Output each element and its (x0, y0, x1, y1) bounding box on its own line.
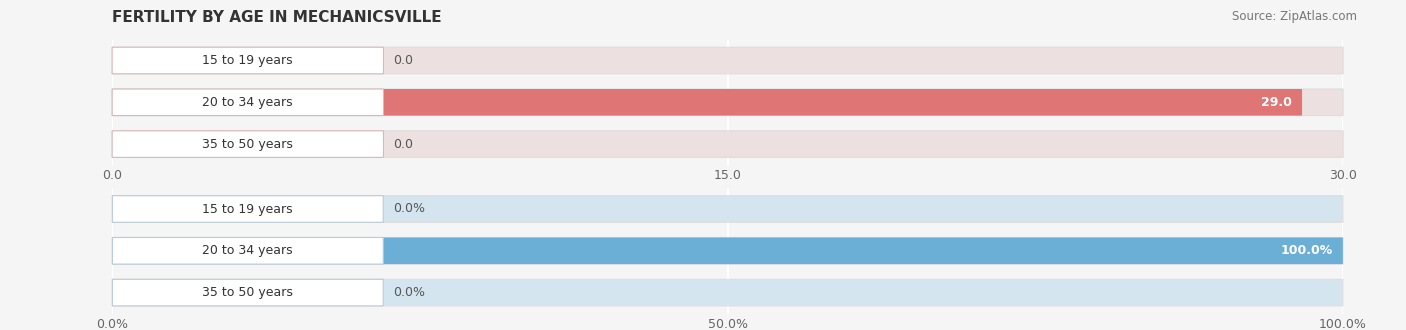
FancyBboxPatch shape (112, 89, 1343, 116)
FancyBboxPatch shape (112, 89, 384, 116)
FancyBboxPatch shape (112, 238, 384, 264)
Text: 0.0: 0.0 (394, 54, 413, 67)
Text: 29.0: 29.0 (1261, 96, 1292, 109)
FancyBboxPatch shape (112, 131, 384, 157)
Text: 15 to 19 years: 15 to 19 years (202, 203, 292, 215)
FancyBboxPatch shape (112, 238, 1343, 264)
Text: 20 to 34 years: 20 to 34 years (202, 244, 292, 257)
Text: 0.0%: 0.0% (394, 286, 425, 299)
FancyBboxPatch shape (112, 131, 1343, 157)
Text: 0.0: 0.0 (394, 138, 413, 150)
Text: 35 to 50 years: 35 to 50 years (202, 286, 294, 299)
FancyBboxPatch shape (112, 89, 1302, 116)
FancyBboxPatch shape (112, 238, 1343, 264)
FancyBboxPatch shape (112, 279, 384, 306)
Text: FERTILITY BY AGE IN MECHANICSVILLE: FERTILITY BY AGE IN MECHANICSVILLE (112, 10, 441, 25)
FancyBboxPatch shape (112, 196, 1343, 222)
FancyBboxPatch shape (112, 279, 1343, 306)
Text: 20 to 34 years: 20 to 34 years (202, 96, 292, 109)
FancyBboxPatch shape (112, 47, 1343, 74)
Text: 35 to 50 years: 35 to 50 years (202, 138, 294, 150)
FancyBboxPatch shape (112, 47, 384, 74)
Text: 0.0%: 0.0% (394, 203, 425, 215)
Text: 15 to 19 years: 15 to 19 years (202, 54, 292, 67)
Text: 100.0%: 100.0% (1281, 244, 1333, 257)
Text: Source: ZipAtlas.com: Source: ZipAtlas.com (1232, 10, 1357, 23)
FancyBboxPatch shape (112, 196, 384, 222)
